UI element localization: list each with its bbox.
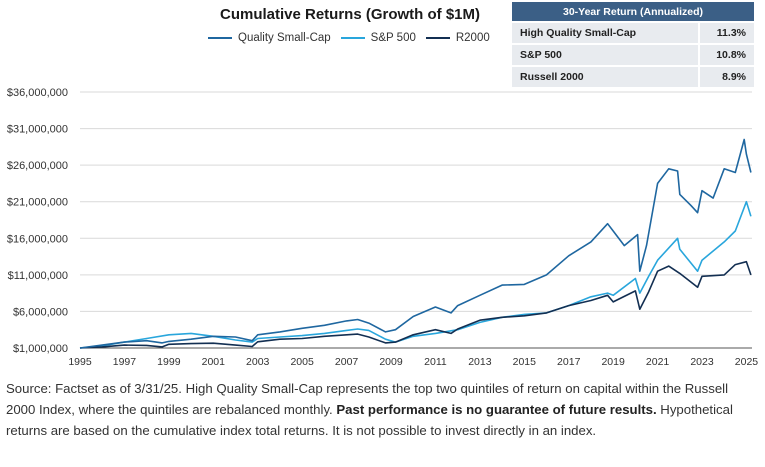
x-tick-label: 2007 — [335, 356, 359, 368]
x-tick-label: 1995 — [68, 356, 92, 368]
x-tick-label: 2001 — [202, 356, 226, 368]
returns-row-value: 11.3% — [698, 21, 754, 44]
x-tick-label: 2017 — [557, 356, 581, 368]
source-text-end: Hypothetical returns are based on the cu… — [6, 402, 733, 438]
legend-swatch-quality — [208, 37, 232, 39]
table-row: Russell 2000 8.9% — [512, 65, 754, 87]
legend-swatch-sp500 — [340, 37, 365, 39]
source-disclaimer: Past performance is no guarantee of futu… — [336, 402, 657, 417]
y-tick-label: $36,000,000 — [7, 87, 68, 99]
chart-legend: Quality Small-Cap S&P 500 R2000 — [208, 32, 490, 44]
y-tick-label: $31,000,000 — [7, 124, 68, 136]
series-line-r2000 — [79, 260, 752, 349]
returns-row-name: High Quality Small-Cap — [512, 21, 699, 44]
x-tick-label: 1999 — [157, 356, 181, 368]
legend-item-quality: Quality Small-Cap — [208, 32, 331, 44]
y-tick-label: $11,000,000 — [8, 270, 68, 282]
y-tick-label: $21,000,000 — [7, 197, 68, 209]
series-line-quality-small-cap — [79, 138, 752, 349]
legend-label-quality: Quality Small-Cap — [238, 32, 331, 44]
source-note: Source: Factset as of 3/31/25. High Qual… — [6, 378, 758, 441]
chart-title: Cumulative Returns (Growth of $1M) — [219, 6, 481, 23]
x-tick-label: 2023 — [690, 356, 714, 368]
y-tick-label: $26,000,000 — [7, 160, 68, 172]
y-tick-label: $6,000,000 — [13, 306, 68, 318]
x-tick-label: 2019 — [601, 356, 625, 368]
legend-label-r2000: R2000 — [455, 32, 490, 44]
legend-item-sp500: S&P 500 — [340, 32, 416, 44]
returns-row-value: 8.9% — [698, 65, 754, 87]
x-tick-label: 2011 — [424, 356, 447, 368]
x-tick-label: 2021 — [646, 356, 670, 368]
table-row: S&P 500 10.8% — [512, 43, 754, 66]
table-row: High Quality Small-Cap 11.3% — [512, 21, 754, 44]
line-chart: $1,000,000 $6,000,000 $11,000,000 $16,000,0… — [7, 87, 759, 368]
returns-row-name: S&P 500 — [512, 43, 699, 66]
x-tick-label: 2013 — [468, 356, 492, 368]
x-tick-label: 2005 — [290, 356, 314, 368]
legend-label-sp500: S&P 500 — [370, 32, 416, 44]
returns-table-header: 30-Year Return (Annualized) — [512, 2, 754, 22]
returns-row-value: 10.8% — [698, 43, 754, 66]
legend-swatch-r2000 — [425, 37, 450, 39]
y-tick-label: $1,000,000 — [13, 343, 68, 355]
x-tick-label: 2025 — [735, 356, 759, 368]
x-tick-label: 2009 — [379, 356, 403, 368]
source-text: Source: Factset as of 3/31/25. High Qual… — [6, 381, 729, 417]
x-tick-label: 2015 — [513, 356, 537, 368]
x-tick-label: 1997 — [113, 356, 137, 368]
x-tick-label: 2003 — [246, 356, 270, 368]
returns-row-name: Russell 2000 — [512, 65, 699, 87]
y-tick-label: $16,000,000 — [7, 233, 68, 245]
returns-table: 30-Year Return (Annualized) High Quality… — [512, 2, 754, 87]
legend-item-r2000: R2000 — [425, 32, 490, 44]
